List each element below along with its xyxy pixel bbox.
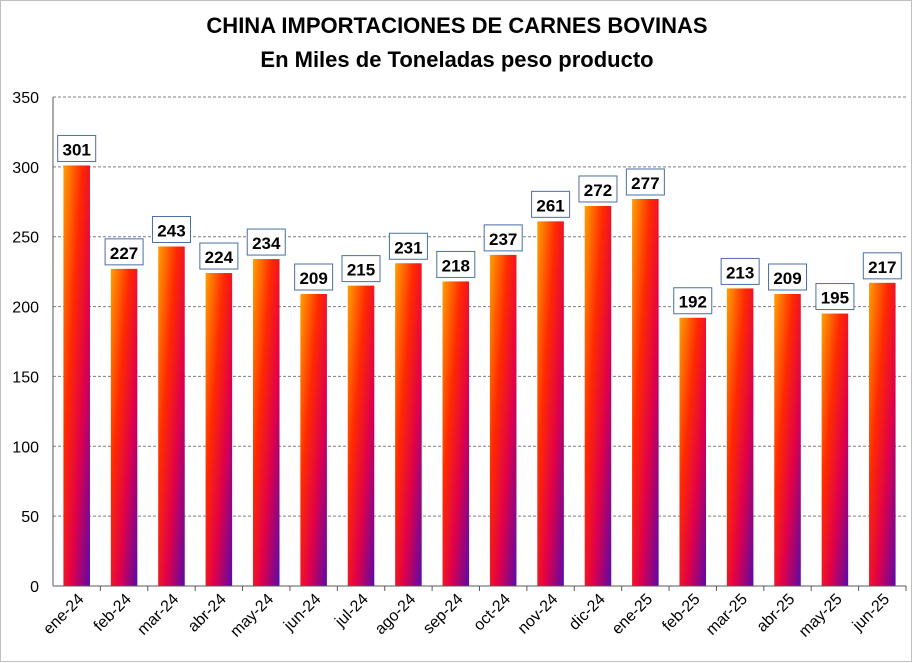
bar [300, 293, 327, 586]
bar [774, 293, 801, 586]
data-label-box [815, 283, 855, 311]
bar [158, 246, 185, 586]
y-tick-label: 200 [12, 300, 39, 317]
data-label: 227 [110, 244, 138, 263]
x-tick-label: nov-24 [515, 591, 562, 638]
x-tick-label: oct-24 [471, 591, 515, 635]
bar [489, 254, 517, 586]
data-label-box [151, 215, 191, 243]
data-label: 215 [347, 261, 375, 280]
data-label-box [104, 238, 144, 266]
chart-title: CHINA IMPORTACIONES DE CARNES BOVINAS [206, 13, 708, 38]
chart-subtitle: En Miles de Toneladas peso producto [260, 47, 654, 72]
data-label: 213 [726, 263, 754, 282]
bar [584, 205, 612, 586]
data-label: 218 [442, 256, 470, 275]
x-tick-label: jun-25 [849, 591, 893, 635]
data-label: 237 [489, 230, 517, 249]
data-label-box [578, 175, 618, 203]
data-label: 272 [584, 181, 612, 200]
y-tick-label: 0 [30, 579, 39, 596]
x-tick-label: ene-24 [40, 591, 87, 638]
data-label-box [341, 255, 381, 283]
data-label-box [768, 263, 808, 291]
data-label: 277 [631, 174, 659, 193]
bar [395, 263, 422, 586]
data-label: 217 [868, 258, 896, 277]
x-tick-label: mar-24 [134, 591, 182, 639]
data-label: 224 [205, 248, 234, 267]
data-label-box [388, 232, 428, 260]
x-tick-label: abr-25 [754, 591, 799, 636]
x-tick-label: feb-25 [659, 591, 703, 635]
bar [821, 313, 849, 586]
x-tick-label: ene-25 [609, 591, 656, 638]
data-label: 231 [394, 238, 422, 257]
data-label: 209 [773, 269, 801, 288]
data-label-box [57, 134, 97, 162]
data-label: 209 [299, 269, 327, 288]
bar [63, 165, 90, 586]
x-tick-label: ago-24 [372, 591, 419, 638]
bar [537, 221, 564, 587]
data-label-box [673, 287, 713, 315]
data-label-box [294, 263, 334, 291]
bar [205, 273, 233, 586]
x-tick-label: dic-24 [566, 591, 609, 634]
x-tick-label: may-24 [227, 591, 277, 641]
data-label: 243 [157, 221, 185, 240]
y-tick-label: 300 [12, 160, 39, 177]
data-label-box [246, 228, 286, 256]
bar [252, 259, 280, 586]
x-tick-label: feb-24 [91, 591, 135, 635]
x-tick-label: may-25 [796, 591, 846, 641]
data-label-box [862, 252, 902, 280]
data-label: 192 [679, 293, 707, 312]
data-label: 301 [63, 140, 91, 159]
data-label-box [720, 257, 760, 285]
data-label-box [625, 168, 665, 196]
bar [632, 198, 659, 586]
x-tick-label: mar-25 [703, 591, 751, 639]
data-label: 261 [536, 196, 564, 215]
y-tick-label: 250 [12, 230, 39, 247]
y-tick-label: 350 [12, 90, 39, 107]
bar [347, 285, 375, 586]
data-label-box [199, 242, 239, 270]
data-label-box [483, 224, 523, 252]
x-tick-label: jun-24 [280, 591, 324, 635]
bar [679, 317, 707, 586]
data-label: 234 [252, 234, 281, 253]
data-label-box [436, 250, 476, 278]
data-label-box [531, 190, 571, 218]
y-tick-label: 50 [21, 509, 39, 526]
x-tick-label: jul-24 [331, 591, 371, 631]
bar [442, 281, 470, 586]
y-tick-label: 100 [12, 439, 39, 456]
bar [869, 282, 896, 586]
data-label: 195 [821, 289, 849, 308]
bar [110, 268, 138, 586]
y-tick-label: 150 [12, 369, 39, 386]
bar [726, 288, 754, 586]
x-tick-label: sep-24 [420, 591, 467, 638]
x-tick-label: abr-24 [185, 591, 230, 636]
